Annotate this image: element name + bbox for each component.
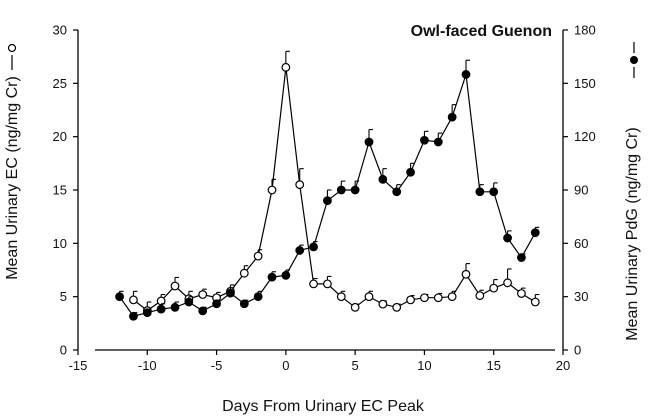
pdg-point [475,187,485,197]
ec-point [253,251,263,261]
x-tick-label: 10 [417,358,431,373]
y-right-tick-label: 0 [574,343,581,358]
x-tick-label: 15 [486,358,500,373]
ec-point [420,293,429,303]
pdg-point [170,302,180,312]
ec-point [392,302,402,312]
y-axis-right-label: Mean Urinary PdG (ng/mg Cr) [624,127,641,340]
ec-point [517,289,526,298]
ec-point [489,283,499,293]
y-left-tick-label: 15 [53,183,67,198]
left-legend-marker [7,43,17,70]
pdg-point [433,137,443,147]
ec-point [198,290,208,299]
pdg-point [309,242,318,252]
pdg-point [530,228,540,238]
ec-point [378,299,388,309]
ec-point [129,295,138,305]
pdg-point [267,272,277,282]
y-right-tick-label: 120 [574,129,596,144]
pdg-point [503,233,512,243]
x-tick-label: 5 [352,358,359,373]
pdg-point [212,299,221,309]
ticks: -15 -10 -5 0 5 10 15 20 0 5 10 15 20 25 30 0 30 60 90 120 15… [53,23,596,374]
x-tick-label: -5 [211,358,223,373]
x-tick-label: -10 [138,358,157,373]
pdg-point [184,297,194,307]
series-pdg [115,59,540,321]
right-legend-dot [630,56,638,64]
pdg-point [378,174,388,184]
y-right-tick-label: 150 [574,76,596,91]
ec-point [406,295,415,305]
pdg-point [323,196,332,206]
pdg-point [406,167,415,177]
chart-title: Owl-faced Guenon [411,23,552,40]
pdg-point [226,288,235,298]
pdg-point [253,292,263,302]
pdg-point [447,112,457,122]
pdg-point [364,137,374,147]
right-legend-marker [630,42,638,78]
ec-point [295,180,305,190]
y-right-tick-label: 60 [574,236,588,251]
pdg-point [239,299,249,309]
ec-point [267,185,277,195]
ec-point [447,292,457,302]
y-right-tick-label: 180 [574,23,596,38]
series-ec [129,50,540,315]
x-tick-label: -15 [69,358,88,373]
pdg-point [517,253,526,262]
ec-point [170,281,180,291]
ec-point [323,279,332,289]
ec-point [530,297,540,307]
ec-point [281,62,291,72]
ec-point [364,292,374,302]
y-left-tick-label: 25 [53,76,67,91]
ec-point [336,292,346,302]
pdg-point [336,185,346,195]
y-left-tick-label: 0 [60,343,67,358]
pdg-point [156,304,166,314]
ec-point [433,293,443,303]
y-right-tick-label: 90 [574,183,588,198]
x-tick-label: 20 [556,358,570,373]
ec-point [475,291,485,301]
y-right-tick-label: 30 [574,289,588,304]
ec-point [309,279,318,289]
y-left-tick-label: 20 [53,129,67,144]
pdg-point [420,135,429,145]
ec-point [461,269,471,279]
pdg-point [489,187,499,197]
ec-point [503,278,512,288]
pdg-point [142,308,152,318]
x-axis-label: Days From Urinary EC Peak [222,398,425,415]
pdg-point [392,187,402,197]
left-legend-circle [7,43,17,53]
pdg-point [461,70,471,79]
pdg-point [295,246,305,255]
pdg-point [281,270,291,280]
pdg-point [115,292,124,302]
pdg-point [129,311,138,321]
y-left-tick-label: 5 [60,289,67,304]
y-left-tick-label: 30 [53,23,67,38]
pdg-point [350,185,360,195]
ec-point [350,302,360,312]
x-tick-label: 0 [282,358,289,373]
ec-point [239,268,249,278]
y-left-tick-label: 10 [53,236,67,251]
y-axis-left-label: Mean Urinary EC (ng/mg Cr) [4,76,21,280]
pdg-point [198,306,208,316]
ec-line [133,67,536,312]
